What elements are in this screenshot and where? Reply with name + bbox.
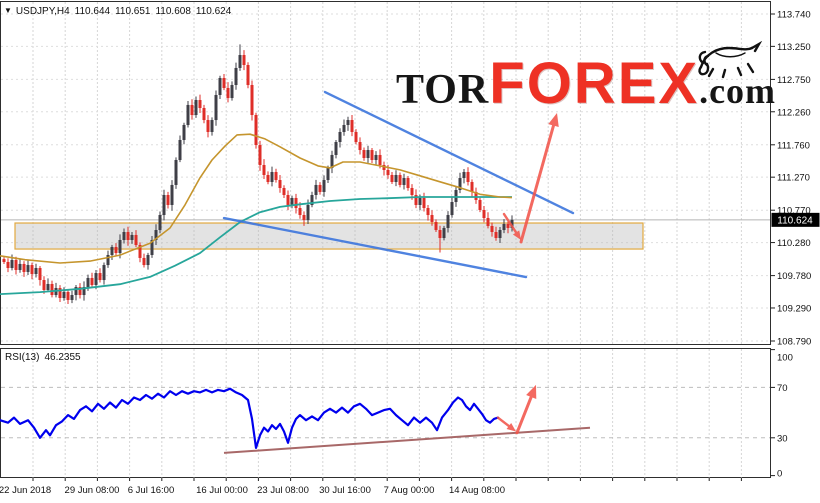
rsi-trendline[interactable] — [223, 426, 591, 454]
rsi-name-label: RSI(13) — [5, 352, 40, 363]
bull-sketch-icon — [698, 41, 763, 79]
rsi-forecast-arrow-2[interactable] — [515, 384, 537, 435]
trendline-lower[interactable] — [222, 216, 528, 279]
rsi-axis: 100 70 30 0 — [770, 349, 793, 480]
price-tick-label: 109.290 — [777, 303, 811, 314]
rsi-indicator-panel[interactable] — [0, 348, 771, 478]
price-tick-label: 110.770 — [777, 206, 811, 217]
logo-text-tor: TOR — [396, 67, 490, 113]
rsi-line[interactable] — [0, 387, 500, 449]
symbol-timeframe-label: USDJPY,H4 — [15, 6, 70, 17]
logo-text-dotcom: .com — [699, 71, 777, 111]
open-value: 110.644 — [74, 6, 111, 17]
price-tick-label: 113.740 — [777, 10, 811, 21]
rsi-value-label: 46.2355 — [44, 352, 81, 363]
price-axis: 113.740 113.250 112.750 112.260 111.760 111.2… — [770, 10, 820, 347]
price-tick-label: 109.780 — [777, 271, 811, 282]
date-tick-label: 30 Jul 16:00 — [319, 485, 371, 496]
current-price-tag — [771, 212, 820, 227]
close-value: 110.624 — [195, 6, 232, 17]
price-tick-label: 110.280 — [777, 238, 811, 249]
date-tick-label: 29 Jun 08:00 — [65, 485, 120, 496]
date-tick-label: 22 Jun 2018 — [0, 485, 51, 496]
logo-text-forex: FOREX — [489, 51, 700, 116]
price-tick-label: 112.260 — [777, 107, 811, 118]
candlesticks[interactable] — [2, 44, 514, 305]
price-tick-label: 111.760 — [777, 140, 810, 151]
torforex-watermark: TOR FOREX .com — [396, 50, 776, 117]
current-price-tag-label: 110.624 — [777, 216, 813, 227]
rsi-tick-label: 100 — [777, 353, 793, 364]
main-chart-panel[interactable] — [0, 1, 771, 345]
rsi-tick-label: 70 — [777, 383, 788, 394]
price-tick-label: 111.270 — [777, 173, 810, 184]
date-tick-label: 7 Aug 00:00 — [384, 485, 435, 496]
price-tick-label: 108.790 — [777, 336, 811, 347]
rsi-tick-label: 0 — [777, 469, 782, 480]
date-tick-label: 6 Jul 16:00 — [128, 485, 174, 496]
ma-fast-line[interactable] — [0, 133, 513, 264]
rsi-tick-label: 30 — [777, 433, 788, 444]
date-tick-label: 23 Jul 08:00 — [257, 485, 309, 496]
high-value: 110.651 — [115, 6, 151, 17]
price-tick-label: 113.250 — [777, 42, 811, 53]
rsi-readout: RSI(13) 46.2355 — [5, 352, 81, 363]
trendline-upper[interactable] — [323, 90, 575, 215]
dropdown-arrow-icon[interactable]: ▼ — [4, 6, 12, 15]
low-value: 110.608 — [155, 6, 191, 17]
date-tick-label: 16 Jul 00:00 — [196, 485, 248, 496]
support-zone[interactable] — [14, 222, 644, 250]
price-tick-label: 112.750 — [777, 75, 811, 86]
price-forecast-arrow-2[interactable] — [519, 113, 559, 244]
date-tick-label: 14 Aug 08:00 — [449, 485, 505, 496]
price-forecast-arrow-1[interactable] — [502, 212, 521, 240]
time-axis: 22 Jun 2018 29 Jun 08:00 6 Jul 16:00 16 Jul… — [0, 477, 742, 496]
symbol-readout: ▼ USDJPY,H4 110.644 110.651 110.608 110.624 — [4, 6, 231, 17]
gridlines — [1, 2, 770, 478]
rsi-forecast-arrow-1[interactable] — [496, 416, 516, 432]
